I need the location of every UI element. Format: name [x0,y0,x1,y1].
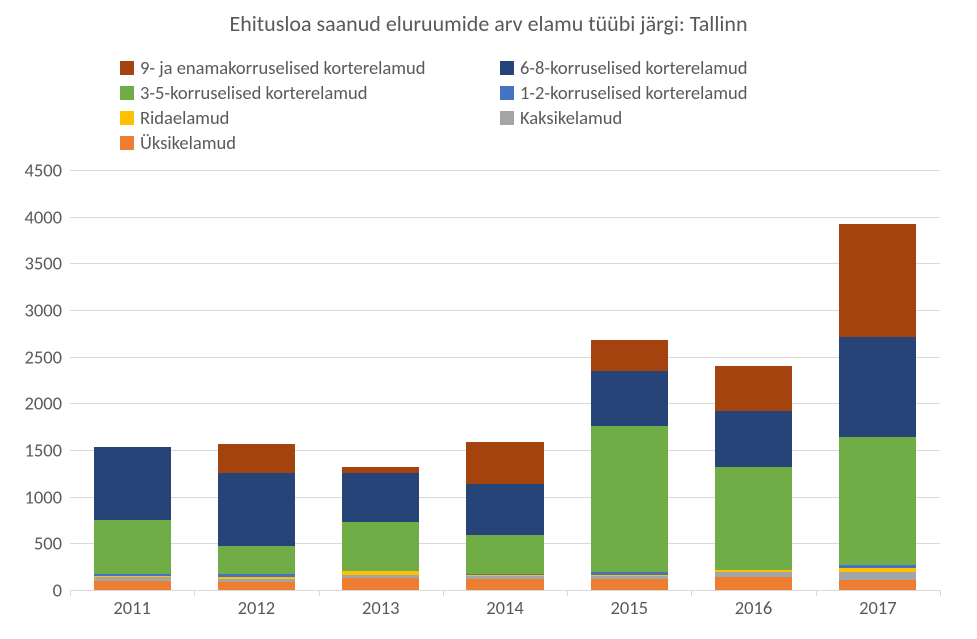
bar-stack [839,224,916,590]
gridline [70,310,940,311]
bar-segment-yksik [94,581,171,590]
bar-segment-s3_5 [715,467,792,570]
x-tick [319,590,320,596]
y-axis-label: 2000 [24,392,70,415]
legend-item: Ridaelamud [120,105,500,130]
x-axis-label: 2013 [362,590,400,619]
gridline [70,170,940,171]
bar-segment-s6_8 [591,371,668,426]
gridline [70,263,940,264]
bar-segment-s9plus [715,366,792,411]
x-axis-label: 2015 [611,590,649,619]
bar-segment-s6_8 [715,411,792,467]
y-axis-label: 3000 [24,299,70,322]
legend-item: 6-8-korruselised korterelamud [500,55,880,80]
bar-segment-s3_5 [466,535,543,574]
legend-swatch [120,86,134,100]
legend-label: Kaksikelamud [520,106,622,129]
legend-label: 1-2-korruselised korterelamud [520,81,747,104]
legend-label: Üksikelamud [140,131,236,154]
bar-stack [715,366,792,590]
bar-segment-s3_5 [342,522,419,571]
legend-swatch [500,61,514,75]
bar-segment-s3_5 [218,546,295,574]
legend-swatch [500,86,514,100]
x-tick [194,590,195,596]
x-axis-label: 2012 [238,590,276,619]
legend-swatch [120,136,134,150]
bar-segment-s6_8 [839,337,916,438]
y-axis-label: 500 [34,532,70,555]
x-axis-label: 2014 [486,590,524,619]
bar-segment-yksik [218,582,295,590]
x-tick [691,590,692,596]
y-axis-label: 2500 [24,345,70,368]
bar-segment-kaksik [839,572,916,579]
bar-stack [342,467,419,590]
bar-stack [591,340,668,590]
bar-segment-yksik [839,580,916,590]
plot-area: 0500100015002000250030003500400045002011… [70,170,940,591]
bar-segment-s3_5 [839,437,916,565]
y-axis-label: 4000 [24,205,70,228]
chart-container: Ehitusloa saanud eluruumide arv elamu tü… [0,0,977,639]
x-tick [443,590,444,596]
y-axis-label: 0 [53,579,70,602]
y-axis-label: 1500 [24,439,70,462]
bar-stack [94,447,171,590]
x-axis-label: 2016 [735,590,773,619]
legend-label: Ridaelamud [140,106,229,129]
legend-label: 6-8-korruselised korterelamud [520,56,747,79]
bar-segment-s6_8 [342,473,419,522]
x-tick [70,590,71,596]
bar-segment-yksik [715,577,792,590]
legend-label: 9- ja enamakorruselised korterelamud [140,56,426,79]
bar-segment-s9plus [218,444,295,474]
legend-item: 9- ja enamakorruselised korterelamud [120,55,500,80]
x-tick [816,590,817,596]
legend-label: 3-5-korruselised korterelamud [140,81,367,104]
x-axis-label: 2011 [113,590,151,619]
gridline [70,357,940,358]
legend-swatch [120,111,134,125]
bar-segment-s6_8 [466,484,543,534]
bar-segment-s3_5 [94,520,171,574]
bar-stack [218,444,295,591]
bar-segment-s6_8 [94,447,171,520]
bar-segment-yksik [466,579,543,590]
bar-segment-yksik [342,578,419,590]
bar-stack [466,442,543,590]
x-tick [940,590,941,596]
legend-item: 3-5-korruselised korterelamud [120,80,500,105]
gridline [70,403,940,404]
bar-segment-s9plus [839,224,916,337]
legend-item: 1-2-korruselised korterelamud [500,80,880,105]
legend-swatch [120,61,134,75]
y-axis-label: 1000 [24,485,70,508]
legend-swatch [500,111,514,125]
bar-segment-s6_8 [218,473,295,546]
x-tick [567,590,568,596]
legend-item: Üksikelamud [120,130,500,155]
gridline [70,217,940,218]
y-axis-label: 3500 [24,252,70,275]
bar-segment-s3_5 [591,426,668,572]
legend-item: Kaksikelamud [500,105,880,130]
y-axis-label: 4500 [24,159,70,182]
bar-segment-s9plus [466,442,543,484]
legend: 9- ja enamakorruselised korterelamud 6-8-… [120,55,880,155]
bar-segment-yksik [591,579,668,590]
chart-title: Ehitusloa saanud eluruumide arv elamu tü… [0,10,977,37]
x-axis-label: 2017 [859,590,897,619]
bar-segment-s9plus [591,340,668,371]
